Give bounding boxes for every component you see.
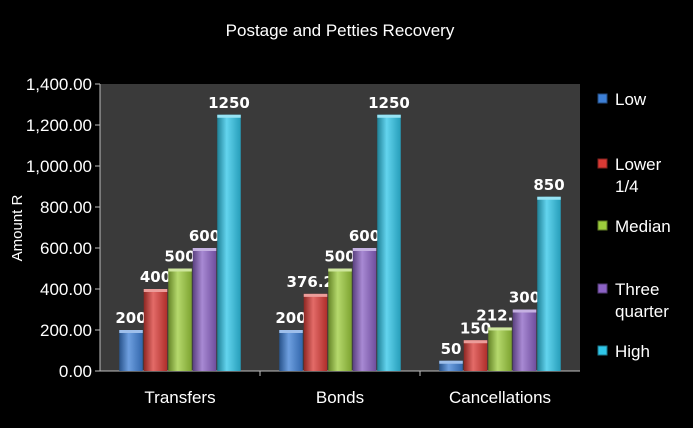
- x-tick-label: Bonds: [316, 388, 364, 407]
- bar: [377, 114, 401, 371]
- y-tick-label: 800.00: [40, 198, 92, 217]
- legend-swatch: [597, 158, 608, 169]
- bar-cap: [328, 268, 352, 272]
- y-tick-label: 400.00: [40, 280, 92, 299]
- bar: [279, 330, 303, 371]
- bar-cap: [537, 196, 561, 200]
- bar: [168, 268, 192, 371]
- legend-label: Three quarter: [615, 280, 669, 321]
- y-tick-label: 1,400.00: [26, 75, 92, 94]
- bar-cap: [217, 114, 241, 118]
- y-tick-label: 1,200.00: [26, 116, 92, 135]
- data-label: 400: [140, 268, 171, 286]
- bar: [488, 327, 512, 371]
- data-label: 300: [509, 289, 540, 307]
- bar-cap: [512, 309, 537, 313]
- y-tick-label: 200.00: [40, 321, 92, 340]
- legend-swatch: [597, 220, 608, 231]
- bar-cap: [143, 289, 168, 292]
- bar-cap: [168, 268, 192, 272]
- bar: [537, 196, 561, 371]
- legend-swatch: [597, 93, 608, 104]
- bar: [192, 248, 217, 371]
- legend: Low Lower 1/4 Median Three quarter High: [597, 90, 671, 361]
- legend-swatch: [597, 283, 608, 294]
- legend-label: Lower 1/4: [615, 155, 662, 196]
- bar-cap: [377, 114, 401, 118]
- data-label: 600: [189, 227, 220, 245]
- bar: [303, 293, 328, 371]
- bar: [217, 114, 241, 371]
- legend-label: Median: [615, 217, 671, 236]
- bar: [439, 360, 463, 371]
- data-label: 600: [349, 227, 380, 245]
- bar-cap: [279, 330, 303, 333]
- y-tick-label: 0.00: [59, 362, 92, 381]
- data-label: 212.5: [476, 306, 523, 324]
- data-label: 500: [164, 248, 195, 266]
- bar-cap: [488, 327, 512, 331]
- y-tick-label: 1,000.00: [26, 157, 92, 176]
- bar-cap: [352, 248, 377, 251]
- bar-cap: [192, 248, 217, 251]
- bar: [352, 248, 377, 371]
- data-label: 200: [275, 309, 306, 327]
- bar-cap: [439, 360, 463, 364]
- legend-label: High: [615, 342, 650, 361]
- bar-cap: [119, 330, 143, 333]
- y-axis-label: Amount R: [9, 194, 26, 261]
- data-label: 1250: [368, 94, 410, 112]
- data-label: 50: [441, 340, 462, 358]
- bar: [463, 340, 488, 371]
- data-label: 850: [533, 176, 564, 194]
- data-label: 1250: [208, 94, 250, 112]
- data-label: 200: [115, 309, 146, 327]
- x-tick-label: Transfers: [144, 388, 215, 407]
- bar: [512, 309, 537, 371]
- y-tick-label: 600.00: [40, 239, 92, 258]
- bar: [143, 289, 168, 371]
- data-label: 500: [324, 248, 355, 266]
- bar: [328, 268, 352, 371]
- legend-swatch: [597, 345, 608, 356]
- bar-cap: [463, 340, 488, 344]
- data-label: 150: [460, 319, 491, 337]
- bar: [119, 330, 143, 371]
- chart-title: Postage and Petties Recovery: [226, 21, 455, 40]
- bar-cap: [303, 293, 328, 297]
- legend-label: Low: [615, 90, 647, 109]
- plot-area: 0.00 200.00 400.00 600.00 800.00 1,000.00 1,20…: [26, 75, 580, 407]
- x-tick-label: Cancellations: [449, 388, 551, 407]
